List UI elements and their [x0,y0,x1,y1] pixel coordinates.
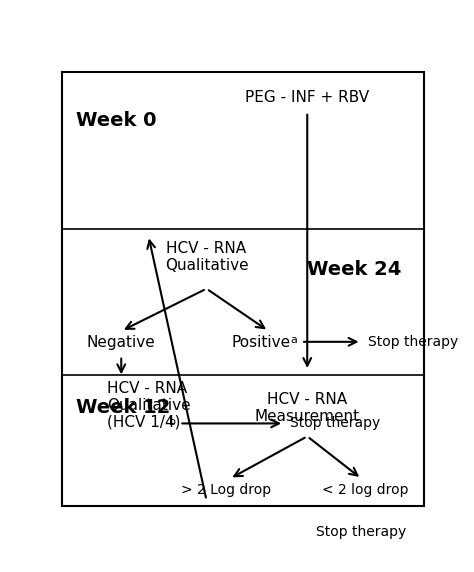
Text: Stop therapy: Stop therapy [290,416,381,431]
Text: Negative: Negative [87,335,155,350]
Text: HCV - RNA: HCV - RNA [107,381,187,396]
Text: Qualitative: Qualitative [107,398,191,413]
Text: PEG - INF + RBV: PEG - INF + RBV [245,90,369,105]
Text: Week 0: Week 0 [76,111,157,130]
Text: Positive: Positive [231,335,290,350]
Text: (HCV 1/4): (HCV 1/4) [107,415,181,430]
Text: HCV - RNA: HCV - RNA [267,392,347,407]
Text: Qualitative: Qualitative [164,258,248,273]
Text: Stop therapy: Stop therapy [368,335,458,349]
Text: > 2 Log drop: > 2 Log drop [181,483,271,496]
Text: HCV - RNA: HCV - RNA [166,241,246,256]
Text: Measurement: Measurement [255,408,360,424]
Text: a: a [290,335,297,345]
Text: Week 24: Week 24 [307,260,401,279]
Text: b: b [169,418,176,427]
Text: Stop therapy: Stop therapy [316,525,407,539]
Text: < 2 log drop: < 2 log drop [322,483,409,496]
Text: Week 12: Week 12 [76,398,171,417]
